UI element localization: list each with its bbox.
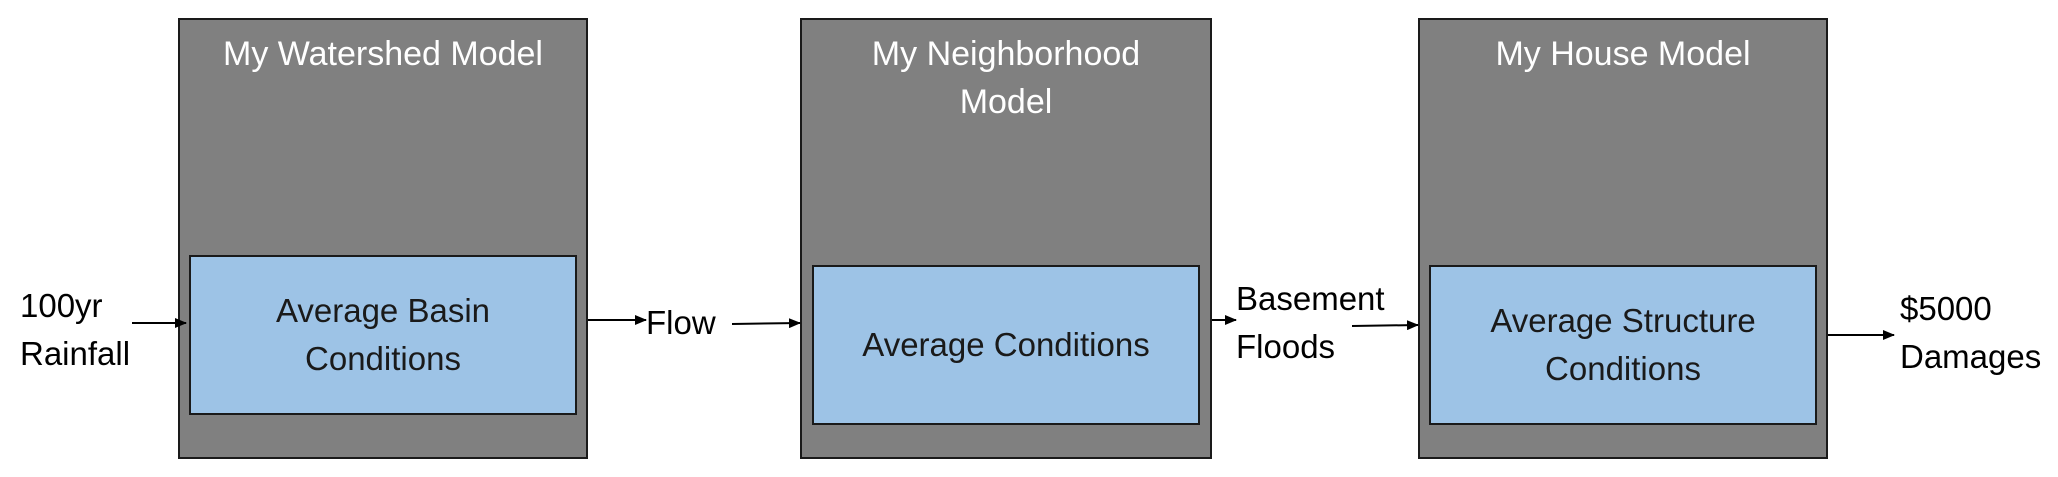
input-rainfall-label: 100yr Rainfall — [20, 287, 131, 372]
neighborhood-model-title: My Neighborhood Model — [871, 35, 1141, 121]
arrow-basement-to-house — [1351, 320, 1419, 331]
watershed-model-title: My Watershed Model — [223, 35, 543, 73]
neighborhood-conditions-box: Average Conditions — [812, 265, 1200, 425]
house-model-title: My House Model — [1495, 35, 1751, 73]
damages-label: $5000 Damages — [1900, 290, 2042, 375]
basin-conditions-label: Average Basin Conditions — [275, 292, 491, 377]
basin-conditions-box: Average Basin Conditions — [189, 255, 577, 415]
flow-label: Flow — [646, 304, 716, 341]
house-model-box: My House Model Average Structure Conditi… — [1418, 18, 1828, 459]
neighborhood-model-box: My Neighborhood Model Average Conditions — [800, 18, 1212, 459]
structure-conditions-box: Average Structure Conditions — [1429, 265, 1817, 425]
basement-floods-label: Basement Floods — [1236, 280, 1385, 365]
watershed-model-box: My Watershed Model Average Basin Conditi… — [178, 18, 588, 459]
arrow-flow-to-neighborhood — [731, 318, 801, 329]
structure-conditions-label: Average Structure Conditions — [1490, 302, 1756, 387]
neighborhood-conditions-label: Average Conditions — [862, 326, 1150, 363]
